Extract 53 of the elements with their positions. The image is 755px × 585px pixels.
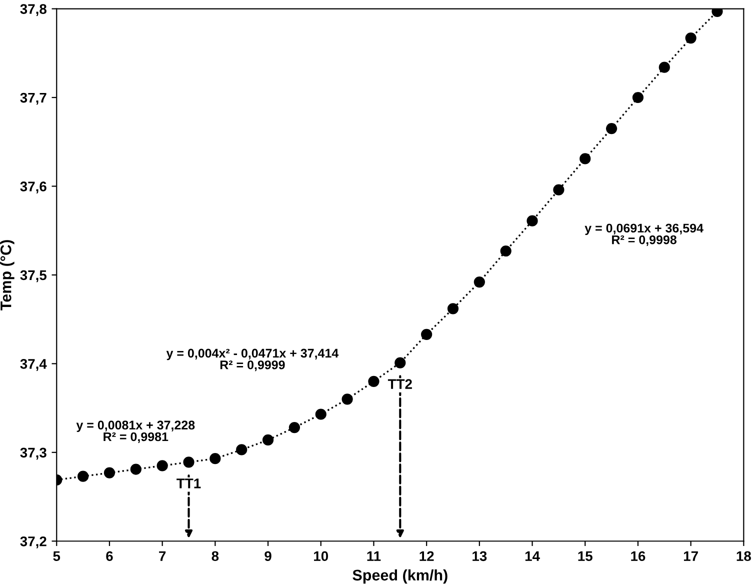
x-tick-label: 6 <box>106 551 113 562</box>
point <box>500 245 512 257</box>
x-tick-label: 17 <box>684 551 698 561</box>
point <box>315 408 326 420</box>
y-tick-label: 37,8 <box>20 4 46 16</box>
x-tick-label: 18 <box>736 551 751 562</box>
point <box>288 422 300 434</box>
point <box>183 456 194 468</box>
x-tick-label: 14 <box>525 551 540 561</box>
x-axis-title: Speed (km/h) <box>352 569 448 584</box>
point <box>77 470 89 482</box>
annotation: y = 0,004x² - 0,0471x + 37,414 R² = 0,9999 <box>166 348 339 372</box>
point <box>447 303 459 314</box>
point <box>236 444 248 456</box>
point <box>210 453 221 464</box>
x-tick-label: 12 <box>420 551 434 561</box>
annotation: y = 0,0081x + 37,228 R² = 0,9981 <box>76 420 195 443</box>
point <box>553 184 564 196</box>
x-tick-label: 7 <box>159 551 166 561</box>
annotation: TT2 <box>388 379 412 389</box>
x-tick-label: 5 <box>53 551 60 562</box>
point <box>658 62 670 73</box>
point <box>156 460 168 472</box>
y-tick-label: 37,7 <box>20 92 46 105</box>
annotation: TT1 <box>176 478 201 488</box>
point <box>526 215 538 226</box>
point <box>104 467 116 478</box>
x-tick-label: 16 <box>631 551 646 562</box>
x-tick-label: 13 <box>472 551 487 562</box>
point <box>632 92 644 104</box>
y-tick-label: 37,5 <box>20 270 47 282</box>
x-tick-label: 8 <box>212 551 219 562</box>
annotation: y = 0,0691x + 36,594 R² = 0,9998 <box>584 224 704 246</box>
x-tick-label: 9 <box>264 551 272 562</box>
point <box>342 394 353 405</box>
point <box>394 357 406 368</box>
y-tick-label: 37,6 <box>20 182 46 194</box>
x-tick-label: 15 <box>578 551 592 562</box>
point <box>262 434 274 446</box>
point <box>474 276 485 288</box>
point <box>685 32 696 44</box>
point <box>368 376 380 387</box>
point <box>421 328 432 340</box>
y-tick-label: 37,2 <box>20 536 46 548</box>
y-axis-title: Temp (°C) <box>0 240 14 310</box>
y-tick-label: 37,4 <box>20 359 47 371</box>
x-tick-label: 11 <box>367 551 381 561</box>
point <box>712 8 723 17</box>
point <box>580 153 591 164</box>
x-tick-label: 10 <box>314 551 328 562</box>
point <box>130 464 142 475</box>
y-tick-label: 37,3 <box>20 448 46 460</box>
point <box>606 123 618 134</box>
